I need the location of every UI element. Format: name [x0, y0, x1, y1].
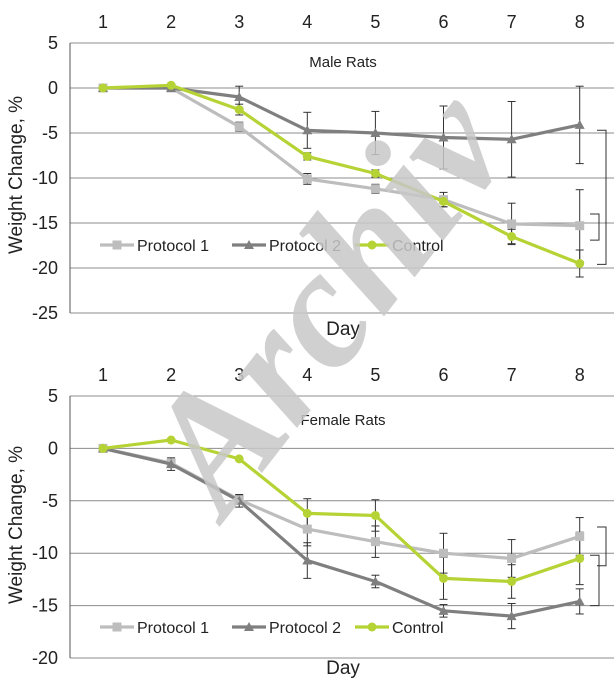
data-point: [234, 454, 244, 464]
legend-swatch-marker: [244, 240, 254, 249]
data-point: [507, 232, 517, 241]
data-point: [575, 221, 585, 231]
data-point: [302, 151, 312, 161]
y-tick-label: -25: [32, 303, 58, 323]
y-tick-label: -10: [32, 168, 58, 188]
data-point: [575, 259, 585, 268]
x-tick-label: 1: [98, 365, 108, 385]
data-point: [574, 596, 585, 606]
data-point: [166, 80, 176, 90]
y-tick-label: -5: [42, 491, 58, 511]
legend-swatch-marker: [112, 622, 122, 632]
data-point: [370, 537, 380, 547]
x-tick-label: 3: [234, 12, 244, 32]
legend-label: Protocol 1: [137, 238, 209, 255]
x-tick-label: 8: [575, 12, 585, 32]
data-point: [506, 134, 517, 144]
data-point: [302, 125, 313, 135]
y-tick-label: -15: [32, 213, 58, 233]
significance-bracket: [590, 213, 600, 241]
x-axis-title: Day: [326, 658, 360, 679]
y-axis-title: Weight Change, %: [6, 446, 27, 604]
data-point: [370, 510, 380, 520]
male-rats-panel: 5 0 -5 -10 -15 -20 -25 1 2 3 4 5 6 7 8 Male Rats Day Weig…: [6, 12, 614, 340]
y-tick-label: -10: [32, 543, 58, 563]
x-tick-label: 6: [438, 12, 448, 32]
data-point: [507, 576, 517, 586]
x-tick-label: 7: [507, 365, 517, 385]
data-point: [506, 611, 517, 621]
data-point: [234, 105, 244, 115]
y-tick-label: 0: [48, 78, 58, 98]
data-point: [439, 196, 448, 206]
legend-swatch-marker: [112, 240, 122, 250]
x-tick-label: 4: [302, 12, 312, 32]
x-axis-title: Day: [326, 319, 360, 340]
y-tick-label: -5: [42, 123, 58, 143]
legend-label: Protocol 2: [269, 620, 341, 637]
significance-bracket: [597, 129, 607, 265]
x-tick-label: 2: [166, 365, 176, 385]
x-tick-label: 5: [370, 365, 380, 385]
panel-title: Male Rats: [309, 54, 377, 71]
data-point: [302, 174, 312, 184]
legend-label: Control: [392, 620, 444, 637]
series-line-protocol-2: [102, 446, 581, 618]
y-tick-label: -20: [32, 258, 58, 278]
data-point: [98, 83, 108, 93]
panel-title: Female Rats: [300, 412, 385, 429]
y-axis-title: Weight Change, %: [6, 96, 27, 254]
y-tick-label: -15: [32, 596, 58, 616]
y-tick-label: 0: [48, 438, 58, 458]
legend-label: Protocol 2: [269, 238, 341, 255]
data-point: [370, 169, 380, 178]
x-tick-label: 2: [166, 12, 176, 32]
legend-swatch-marker: [244, 622, 254, 631]
legend-swatch-marker: [367, 622, 377, 632]
data-point: [370, 184, 380, 194]
data-point: [234, 495, 245, 505]
data-point: [98, 443, 108, 453]
series-line-protocol-1: [103, 86, 580, 228]
data-point: [507, 219, 517, 229]
y-tick-label: 5: [48, 386, 58, 406]
data-point: [234, 122, 244, 132]
data-point: [166, 435, 176, 445]
x-tick-label: 4: [302, 365, 312, 385]
data-point: [234, 92, 245, 101]
data-point: [438, 132, 449, 142]
significance-bracket: [597, 526, 607, 567]
data-point: [370, 128, 381, 137]
data-point: [438, 605, 449, 615]
significance-bracket: [590, 554, 600, 607]
watermark-text: Archiv: [100, 54, 545, 550]
x-tick-label: 5: [370, 12, 380, 32]
data-point: [507, 553, 517, 563]
data-point: [574, 119, 585, 129]
legend-label: Control: [392, 238, 444, 255]
data-point: [166, 459, 177, 469]
x-tick-label: 8: [575, 365, 585, 385]
x-tick-label: 6: [438, 365, 448, 385]
y-tick-label: 5: [48, 33, 58, 53]
y-tick-label: -20: [32, 648, 58, 668]
x-tick-label: 1: [98, 12, 108, 32]
data-point: [439, 548, 448, 558]
series-line-control: [102, 83, 581, 265]
data-point: [575, 531, 585, 541]
series-line-control: [102, 438, 581, 584]
data-point: [302, 555, 313, 565]
legend-label: Protocol 1: [137, 620, 209, 637]
data-point: [575, 553, 585, 563]
x-tick-label: 7: [507, 12, 517, 32]
x-tick-label: 3: [234, 365, 244, 385]
data-point: [302, 508, 312, 518]
data-point: [302, 524, 312, 534]
female-rats-panel: 5 0 -5 -10 -15 -20 1 2 3 4 5 6 7 8 Female Rats Day Weigh…: [6, 365, 614, 679]
data-point: [370, 576, 381, 586]
legend-swatch-marker: [367, 240, 377, 250]
data-point: [439, 573, 448, 583]
